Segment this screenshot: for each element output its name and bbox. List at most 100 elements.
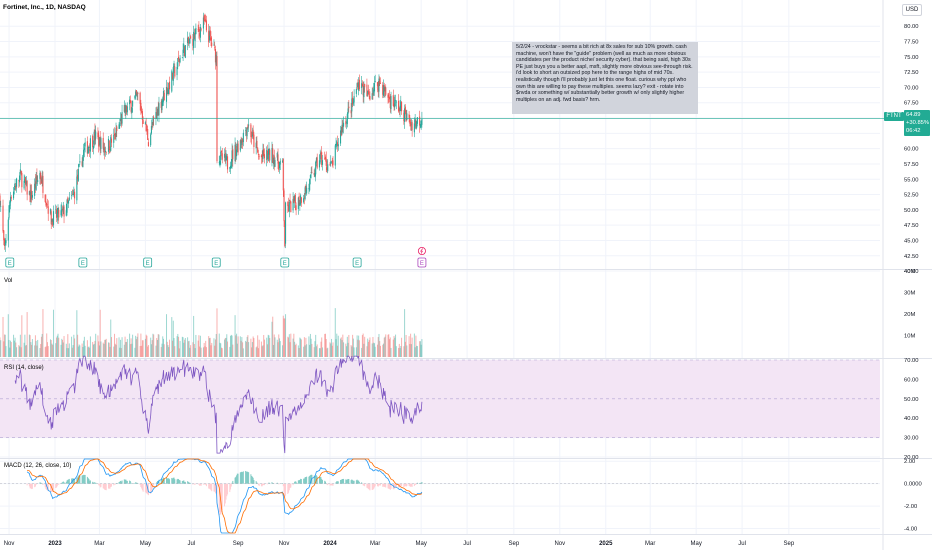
volume-bar[interactable]: [240, 340, 242, 357]
candle-body[interactable]: [236, 149, 238, 157]
candle-body[interactable]: [224, 153, 226, 162]
volume-bar[interactable]: [398, 343, 400, 357]
volume-bar[interactable]: [251, 342, 253, 357]
candle-body[interactable]: [124, 105, 126, 112]
volume-bar[interactable]: [199, 346, 201, 357]
volume-bar[interactable]: [177, 333, 179, 357]
volume-bar[interactable]: [24, 334, 26, 357]
volume-bar[interactable]: [420, 344, 422, 357]
candle-body[interactable]: [210, 37, 212, 41]
candle-body[interactable]: [107, 138, 110, 152]
candle-body[interactable]: [3, 238, 6, 246]
candle-body[interactable]: [421, 118, 423, 125]
candle-body[interactable]: [311, 172, 313, 173]
candle-body[interactable]: [346, 122, 348, 123]
candle-body[interactable]: [47, 206, 49, 214]
volume-bar[interactable]: [294, 341, 296, 357]
candle-body[interactable]: [258, 156, 260, 157]
candle-body[interactable]: [77, 169, 79, 181]
volume-bar[interactable]: [321, 347, 323, 357]
volume-bar[interactable]: [123, 344, 125, 357]
candle-body[interactable]: [104, 147, 106, 153]
candle-body[interactable]: [318, 160, 321, 168]
volume-bar[interactable]: [144, 338, 146, 357]
volume-bar[interactable]: [56, 335, 58, 357]
candle-body[interactable]: [330, 161, 333, 163]
candle-body[interactable]: [309, 179, 311, 191]
candle-body[interactable]: [74, 191, 76, 199]
volume-bar[interactable]: [357, 339, 359, 357]
candle-body[interactable]: [100, 138, 102, 150]
candle-body[interactable]: [81, 161, 83, 166]
candle-body[interactable]: [223, 154, 226, 158]
candle-body[interactable]: [181, 57, 183, 59]
volume-bar[interactable]: [65, 343, 67, 357]
volume-bar[interactable]: [356, 335, 358, 357]
candle-body[interactable]: [31, 195, 33, 198]
candle-body[interactable]: [299, 202, 301, 206]
candle-body[interactable]: [51, 218, 53, 222]
candle-body[interactable]: [315, 161, 317, 175]
volume-bar[interactable]: [142, 340, 144, 357]
candle-body[interactable]: [355, 88, 357, 94]
volume-bar[interactable]: [216, 308, 218, 357]
candle-body[interactable]: [121, 112, 123, 124]
volume-bar[interactable]: [416, 345, 418, 357]
volume-bar[interactable]: [99, 309, 101, 357]
candle-body[interactable]: [288, 204, 290, 212]
volume-bar[interactable]: [306, 344, 308, 357]
volume-bar[interactable]: [198, 335, 200, 357]
candle-body[interactable]: [115, 127, 117, 137]
candle-body[interactable]: [242, 132, 244, 143]
candle-body[interactable]: [271, 148, 273, 163]
candle-body[interactable]: [71, 195, 73, 196]
candle-body[interactable]: [394, 99, 396, 108]
candle-body[interactable]: [202, 17, 204, 29]
volume-bar[interactable]: [304, 345, 306, 357]
volume-bar[interactable]: [115, 344, 117, 357]
candle-body[interactable]: [178, 56, 180, 60]
candle-body[interactable]: [300, 197, 302, 203]
volume-bar[interactable]: [230, 334, 232, 357]
candle-body[interactable]: [66, 199, 68, 213]
candle-body[interactable]: [199, 26, 201, 38]
candle-body[interactable]: [369, 96, 371, 100]
volume-bar[interactable]: [311, 343, 313, 357]
volume-bar[interactable]: [389, 339, 391, 357]
volume-bar[interactable]: [135, 339, 137, 357]
volume-bar[interactable]: [320, 341, 322, 357]
volume-bar[interactable]: [410, 344, 412, 357]
volume-bar[interactable]: [181, 336, 183, 357]
volume-bar[interactable]: [139, 345, 141, 357]
volume-bar[interactable]: [98, 341, 100, 357]
volume-bar[interactable]: [300, 339, 302, 357]
candle-body[interactable]: [229, 165, 232, 169]
candle-body[interactable]: [242, 139, 244, 143]
candle-body[interactable]: [4, 242, 6, 246]
candle-body[interactable]: [364, 83, 366, 87]
volume-bar[interactable]: [28, 334, 30, 357]
candle-body[interactable]: [176, 66, 178, 76]
volume-bar[interactable]: [56, 337, 58, 357]
volume-bar[interactable]: [172, 320, 174, 357]
volume-bar[interactable]: [377, 337, 379, 357]
volume-bar[interactable]: [174, 346, 176, 357]
volume-bar[interactable]: [20, 347, 22, 357]
candle-body[interactable]: [251, 135, 253, 138]
volume-bar[interactable]: [260, 341, 262, 357]
candle-body[interactable]: [321, 160, 324, 165]
candle-body[interactable]: [260, 155, 262, 158]
volume-bar[interactable]: [199, 335, 201, 357]
volume-bar[interactable]: [67, 334, 69, 357]
volume-bar[interactable]: [52, 344, 54, 357]
candle-body[interactable]: [392, 95, 394, 106]
volume-bar[interactable]: [218, 333, 220, 357]
candle-body[interactable]: [125, 104, 127, 114]
candle-body[interactable]: [303, 198, 305, 203]
volume-bar[interactable]: [25, 345, 27, 357]
candle-body[interactable]: [245, 130, 247, 131]
candle-body[interactable]: [293, 197, 295, 203]
candle-body[interactable]: [25, 177, 27, 185]
volume-bar[interactable]: [237, 336, 239, 357]
volume-bar[interactable]: [326, 348, 328, 357]
